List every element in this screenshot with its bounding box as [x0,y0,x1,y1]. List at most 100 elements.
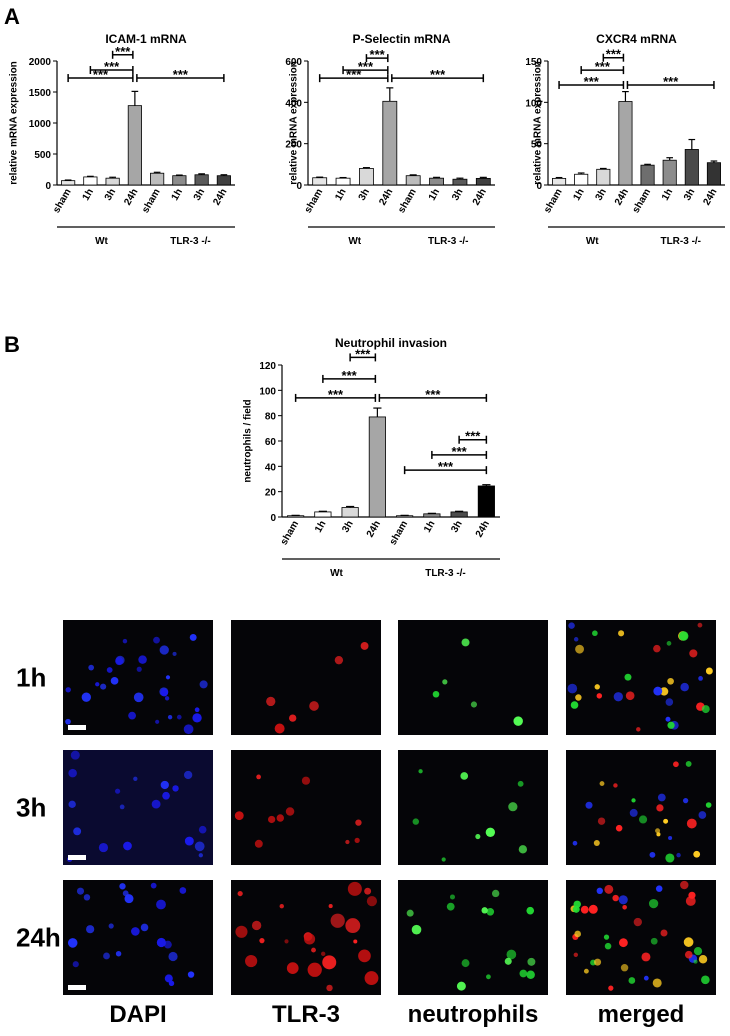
cell [702,705,710,713]
significance-label: *** [438,459,454,474]
micrograph [566,620,716,735]
cell [686,761,692,767]
error-bar [87,176,94,177]
y-tick-label: 0 [296,181,302,192]
x-tick-label: 24h [211,187,229,207]
cell [656,804,663,811]
chart-title: P-Selectin mRNA [352,32,450,46]
cell [71,751,80,760]
cell [639,815,647,823]
cell [199,853,203,857]
cell [77,888,84,895]
cell [157,938,166,947]
micrograph [231,620,381,735]
y-tick-label: 120 [259,361,276,372]
cell [259,938,264,943]
significance-label: *** [115,44,131,59]
micrograph-bg [398,620,548,735]
x-tick-label: 24h [377,187,395,207]
scale-bar [68,985,86,990]
cell [605,943,612,950]
x-tick-label: 24h [471,187,489,207]
cell [100,684,106,690]
bar [453,179,467,185]
cell [353,939,357,943]
cell [95,682,99,686]
column-label: DAPI [109,1001,166,1028]
bar [430,178,444,185]
cell [574,931,581,938]
cell [457,982,466,991]
cell [355,819,361,825]
significance-label: *** [328,387,344,402]
cell [184,771,192,779]
cell [180,887,187,894]
cell [589,905,598,914]
cell [462,638,470,646]
cell [614,692,623,701]
cell [123,639,127,643]
y-tick-label: 60 [265,437,277,448]
x-tick-label: 1h [571,187,586,203]
cell [152,800,161,809]
error-bar [132,91,139,105]
bar [336,178,350,185]
cell [518,781,524,787]
error-bar [176,175,183,176]
cell [574,953,578,957]
significance-label: *** [465,429,481,444]
cell [608,986,613,991]
cell [331,914,345,928]
cell [685,951,693,959]
error-bar [316,177,323,178]
cell [513,716,522,725]
cell [658,794,666,802]
cell [630,809,638,817]
group-label: Wt [586,236,599,247]
cell [169,981,174,986]
cell [84,894,90,900]
x-tick-label: sham [542,187,565,215]
cell [161,781,169,789]
cell [698,811,706,819]
cell [65,719,71,725]
cell [442,857,446,861]
cell [238,891,243,896]
y-axis-label: relative mRNA expression [8,61,19,185]
cell [666,698,674,706]
cell [481,907,487,913]
x-tick-label: 3h [450,187,465,203]
bar [106,178,119,185]
cell [168,952,177,961]
cell [644,976,649,981]
significance-label: *** [342,368,358,383]
cell [595,684,600,689]
significance-label: *** [452,444,468,459]
cell [616,825,623,832]
cell [594,959,601,966]
cell [508,802,517,811]
cell [329,904,333,908]
cell [683,798,688,803]
cell [492,890,499,897]
bar [406,176,420,185]
micrograph-bg [231,620,381,735]
x-tick-label: 24h [122,187,140,207]
cell [173,652,177,656]
cell [107,667,113,673]
cell [188,971,194,977]
cell [184,724,194,734]
group-label: TLR-3 -/- [428,236,469,247]
cell [701,976,710,985]
x-tick-label: sham [303,187,326,215]
cell [275,723,285,733]
cell [120,805,125,810]
cell [650,852,656,858]
cell [442,679,447,684]
bar [597,169,610,185]
x-tick-label: sham [279,519,302,547]
cell [235,926,247,938]
cell [266,697,275,706]
error-bar [455,511,463,512]
y-axis-label: relative mRNA expression [532,61,543,185]
